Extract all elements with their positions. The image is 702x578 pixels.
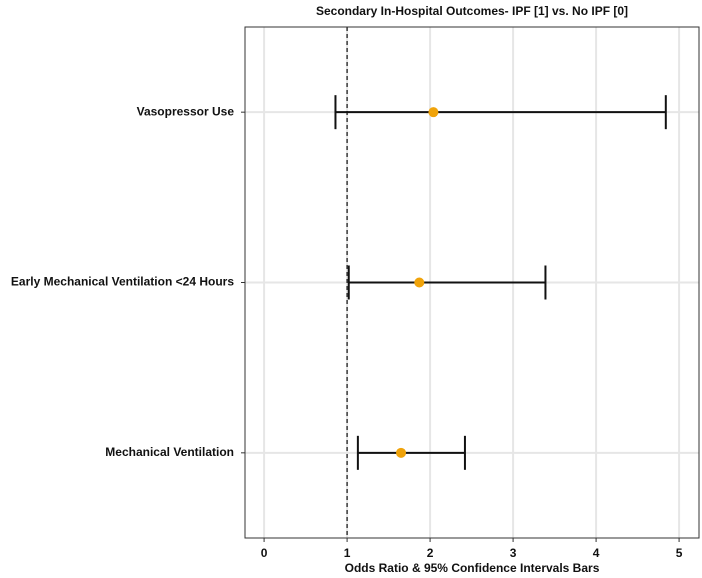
x-tick-label: 0 <box>261 546 268 560</box>
chart-title: Secondary In-Hospital Outcomes- IPF [1] … <box>316 4 628 18</box>
x-tick-label: 5 <box>676 546 683 560</box>
plot-border <box>244 26 700 539</box>
y-tick-label: Mechanical Ventilation <box>105 445 234 459</box>
point <box>428 107 439 118</box>
x-tick-label: 3 <box>510 546 517 560</box>
x-axis-label: Odds Ratio & 95% Confidence Intervals Ba… <box>345 561 600 575</box>
x-tick-label: 1 <box>344 546 351 560</box>
point <box>396 447 407 458</box>
x-tick-label: 4 <box>593 546 600 560</box>
y-tick-label: Vasopressor Use <box>137 104 235 118</box>
point <box>414 277 425 288</box>
x-tick-label: 2 <box>427 546 434 560</box>
y-tick-label: Early Mechanical Ventilation <24 Hours <box>11 275 234 289</box>
